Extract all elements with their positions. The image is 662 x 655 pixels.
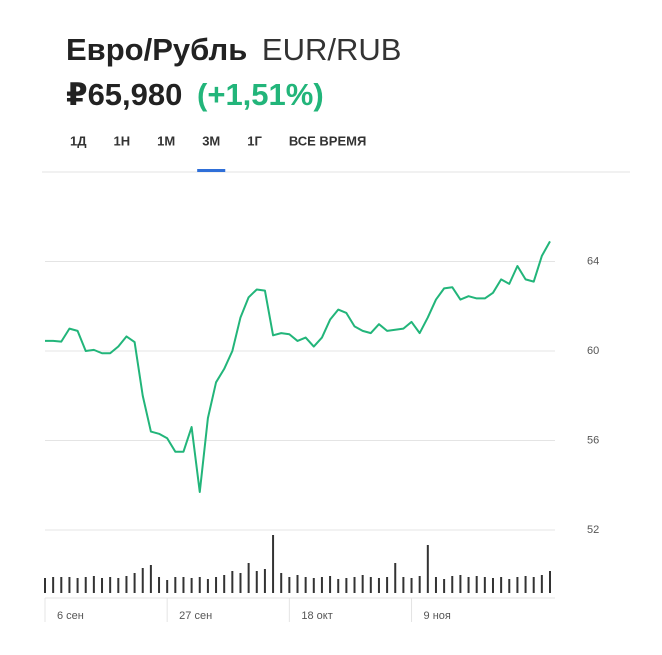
x-tick-label: 18 окт xyxy=(301,610,332,622)
y-tick-label: 64 xyxy=(587,255,599,267)
volume-bar xyxy=(52,577,55,593)
volume-bar xyxy=(190,578,193,593)
volume-bar xyxy=(402,577,405,593)
volume-bar xyxy=(182,577,185,593)
volume-bar xyxy=(166,580,169,593)
volume-bar xyxy=(483,577,486,593)
volume-bar xyxy=(44,578,46,593)
volume-bar xyxy=(426,545,429,593)
volume-bar xyxy=(532,577,535,593)
y-tick-label: 60 xyxy=(587,345,599,357)
title: Евро/Рубль EUR/RUB xyxy=(66,32,401,67)
volume-bar xyxy=(158,577,161,593)
y-tick-label: 56 xyxy=(587,434,599,446)
volume-bar xyxy=(516,577,519,593)
volume-bar xyxy=(451,576,454,593)
volume-bar xyxy=(101,578,104,593)
volume-bar xyxy=(491,578,494,593)
volume-bar xyxy=(353,577,356,593)
volume-bar xyxy=(223,575,226,593)
tab[interactable]: ВСЕ ВРЕМЯ xyxy=(289,133,366,148)
price-line xyxy=(45,240,551,493)
volume-bar xyxy=(60,577,63,593)
volume-bar xyxy=(215,577,218,593)
volume-bar xyxy=(410,578,413,593)
volume-bar xyxy=(288,577,291,593)
change: (+1,51%) xyxy=(197,77,324,112)
volume-bar xyxy=(263,569,266,593)
volume-bar xyxy=(500,577,503,593)
volume-bar xyxy=(239,573,242,593)
volume-bar xyxy=(133,573,136,593)
volume-bar xyxy=(475,576,478,593)
volume-bar xyxy=(369,577,372,593)
tab[interactable]: 3М xyxy=(202,133,220,148)
volume-bar xyxy=(467,577,470,593)
volume-bar xyxy=(394,563,397,593)
volume-bar xyxy=(231,571,234,593)
volume-bar xyxy=(434,577,437,593)
volume-bar xyxy=(540,575,543,593)
tabs: 1Д 1Н 1М 3М 1Г ВСЕ ВРЕМЯ xyxy=(70,133,366,172)
volume-bar xyxy=(117,578,120,593)
tab-underline xyxy=(197,169,226,172)
volume-bar xyxy=(337,579,340,593)
volume-bar xyxy=(84,577,87,593)
volume-bar xyxy=(76,578,79,593)
volume-bar xyxy=(418,576,421,593)
volume-bar xyxy=(255,571,258,593)
tab[interactable]: 1М xyxy=(157,133,175,148)
ticker: EUR/RUB xyxy=(262,32,402,67)
pair-name: Евро/Рубль xyxy=(66,32,247,67)
volume-bar xyxy=(206,579,209,593)
volume-bar xyxy=(125,576,128,593)
x-tick-label: 6 сен xyxy=(57,610,84,622)
volume-bar xyxy=(149,565,152,593)
volume-bar xyxy=(345,578,348,593)
volume-bar xyxy=(92,576,95,593)
volume-bar xyxy=(272,535,275,593)
volume-bar xyxy=(549,571,551,593)
volume-bar xyxy=(320,577,323,593)
volume-bar xyxy=(174,577,177,593)
volume-bar xyxy=(508,579,511,593)
tab[interactable]: 1Д xyxy=(70,133,87,148)
volume-bar xyxy=(247,563,250,593)
volume-bar xyxy=(109,577,112,593)
volume-bar xyxy=(198,577,201,593)
volume-bar xyxy=(68,577,71,593)
tab[interactable]: 1Г xyxy=(247,133,262,148)
plot: 52 56 60 64 6 сен 27 сен 18 окт 9 ноя xyxy=(44,240,599,622)
volume-bar xyxy=(524,576,527,593)
volume-bar xyxy=(296,575,299,593)
volume-bar xyxy=(312,578,315,593)
volume-bar xyxy=(280,573,283,593)
volume-bar xyxy=(386,577,389,593)
y-tick-label: 52 xyxy=(587,524,599,536)
volume-bar xyxy=(329,576,332,593)
tab[interactable]: 1Н xyxy=(114,133,131,148)
volume-bar xyxy=(459,575,462,593)
x-tick-label: 9 ноя xyxy=(424,610,451,622)
price: ₽65,980 xyxy=(66,77,182,112)
x-tick-label: 27 сен xyxy=(179,610,212,622)
volume-bar xyxy=(377,578,380,593)
volume-bar xyxy=(361,575,364,593)
quote: ₽65,980 (+1,51%) xyxy=(66,77,324,112)
volume-bar xyxy=(141,568,144,593)
volume-bar xyxy=(304,577,307,593)
volume-bar xyxy=(443,579,446,593)
